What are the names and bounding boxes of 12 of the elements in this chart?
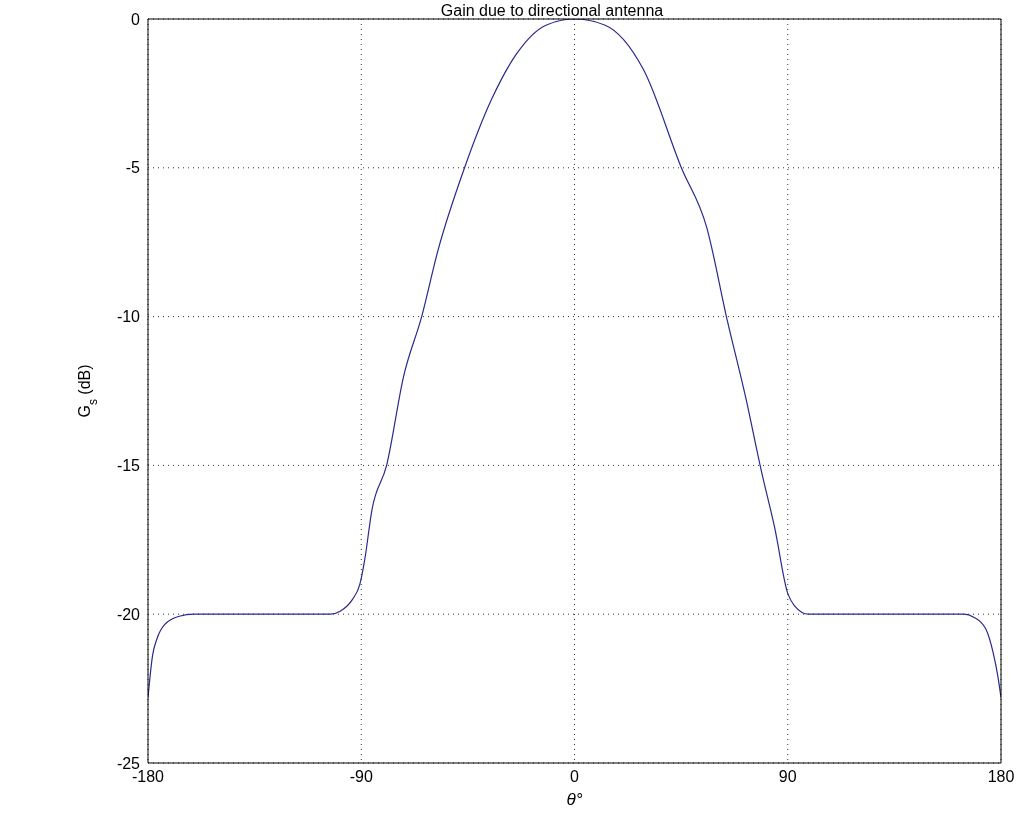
x-tick-label: 180 [987,768,1015,786]
x-tick-label: -90 [349,768,373,786]
y-tick-label: -20 [116,605,141,623]
y-tick-label: 0 [131,10,141,28]
x-tick-label: -180 [131,768,165,786]
y-tick-label: -10 [116,308,141,326]
y-tick-label: -15 [116,457,141,475]
chart-title: Gain due to directional antenna [440,2,664,19]
x-tick-label: 90 [778,768,797,786]
x-tick-label: 0 [570,768,580,786]
x-axis-title: θ° [566,790,583,809]
y-tick-label: -5 [125,159,141,177]
